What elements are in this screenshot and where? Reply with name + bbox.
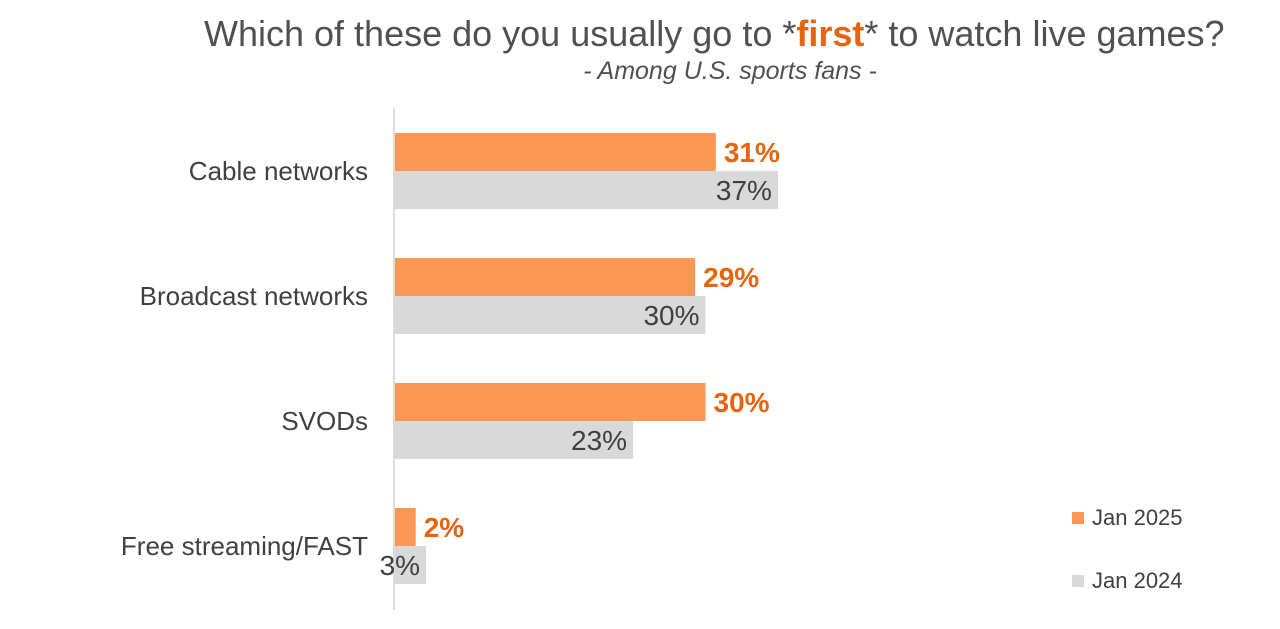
category-label: Cable networks [189, 156, 368, 186]
data-label-jan-2024: 37% [716, 175, 772, 206]
bar-jan-2024 [395, 421, 634, 459]
category-label: Broadcast networks [140, 281, 368, 311]
title-prefix: Which of these do you usually go to * [204, 13, 797, 54]
data-label-jan-2025: 31% [724, 137, 780, 168]
data-label-jan-2025: 29% [703, 262, 759, 293]
legend-swatch-2024 [1072, 575, 1084, 587]
bar-jan-2025 [395, 258, 696, 296]
category-label: SVODs [281, 406, 368, 436]
legend-label-2025: Jan 2025 [1092, 505, 1183, 530]
data-label-jan-2024: 30% [643, 300, 699, 331]
bar-jan-2024 [395, 546, 427, 584]
legend-label-2024: Jan 2024 [1092, 568, 1183, 593]
data-label-jan-2025: 30% [714, 387, 770, 418]
bar-jan-2024 [395, 171, 778, 209]
data-label-jan-2024: 23% [571, 425, 627, 456]
chart-title: Which of these do you usually go to *fir… [204, 12, 1264, 56]
chart-subtitle: - Among U.S. sports fans - [583, 57, 877, 85]
bar-jan-2024 [395, 296, 706, 334]
legend-item-2025: Jan 2025 [1072, 505, 1183, 531]
title-suffix: * to watch live games? [864, 13, 1225, 54]
legend-swatch-2025 [1072, 512, 1084, 524]
legend-item-2024: Jan 2024 [1072, 568, 1183, 594]
title-highlight: first [796, 13, 865, 54]
bar-jan-2025 [395, 133, 716, 171]
data-label-jan-2024: 3% [380, 550, 420, 581]
category-label: Free streaming/FAST [121, 531, 368, 561]
data-label-jan-2025: 2% [424, 512, 465, 543]
bar-jan-2025 [395, 383, 706, 421]
bar-jan-2025 [395, 508, 416, 546]
